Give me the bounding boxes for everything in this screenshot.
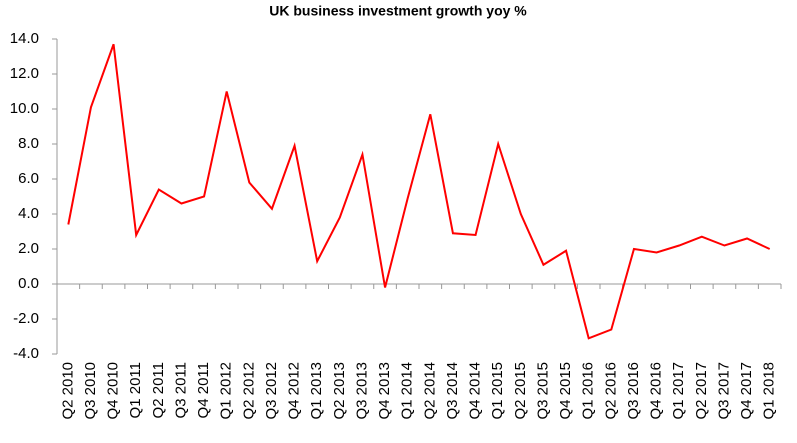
x-tick-label: Q3 2016: [625, 362, 642, 420]
x-tick-label: Q1 2016: [580, 362, 597, 420]
y-tick-label: 12.0: [10, 65, 39, 82]
x-tick-label: Q1 2017: [670, 362, 687, 420]
x-tick-label: Q4 2011: [195, 362, 212, 418]
x-tick-label: Q1 2015: [489, 362, 506, 420]
x-tick-label: Q4 2015: [557, 362, 574, 420]
y-tick-label: 8.0: [18, 135, 39, 152]
x-tick-label: Q4 2013: [376, 362, 393, 420]
x-tick-label: Q2 2013: [331, 362, 348, 420]
x-tick-label: Q3 2010: [82, 362, 99, 420]
x-tick-label: Q1 2011: [127, 362, 144, 418]
x-tick-label: Q2 2012: [240, 362, 257, 420]
x-tick-label: Q3 2015: [534, 362, 551, 420]
y-tick-label: 14.0: [10, 30, 39, 47]
x-tick-label: Q3 2013: [353, 362, 370, 420]
x-tick-label: Q2 2016: [602, 362, 619, 420]
y-tick-label: -2.0: [13, 310, 39, 327]
y-tick-label: 10.0: [10, 100, 39, 117]
data-line: [67, 43, 771, 340]
x-tick-label: Q1 2018: [761, 362, 778, 420]
x-tick-label: Q2 2011: [150, 362, 167, 418]
x-tick-label: Q3 2014: [444, 362, 461, 420]
y-tick-label: 4.0: [18, 205, 39, 222]
x-tick-label: Q3 2012: [263, 362, 280, 420]
y-tick-label: 2.0: [18, 240, 39, 257]
x-tick-label: Q3 2017: [715, 362, 732, 420]
x-tick-label: Q2 2010: [59, 362, 76, 420]
x-tick-label: Q4 2010: [105, 362, 122, 420]
x-tick-label: Q4 2014: [467, 362, 484, 420]
x-tick-label: Q2 2014: [421, 362, 438, 420]
x-tick-label: Q1 2013: [308, 362, 325, 420]
y-tick-label: 6.0: [18, 170, 39, 187]
x-tick-label: Q4 2012: [286, 362, 303, 420]
y-tick-label: 0.0: [18, 275, 39, 292]
chart-title: UK business investment growth yoy %: [269, 3, 527, 19]
x-tick-label: Q4 2017: [738, 362, 755, 420]
y-tick-label: -4.0: [13, 345, 39, 362]
x-tick-label: Q2 2017: [693, 362, 710, 420]
x-tick-label: Q4 2016: [648, 362, 665, 420]
x-tick-label: Q1 2012: [218, 362, 235, 420]
x-tick-label: Q3 2011: [172, 362, 189, 418]
x-tick-label: Q1 2014: [399, 362, 416, 420]
x-tick-label: Q2 2015: [512, 362, 529, 420]
